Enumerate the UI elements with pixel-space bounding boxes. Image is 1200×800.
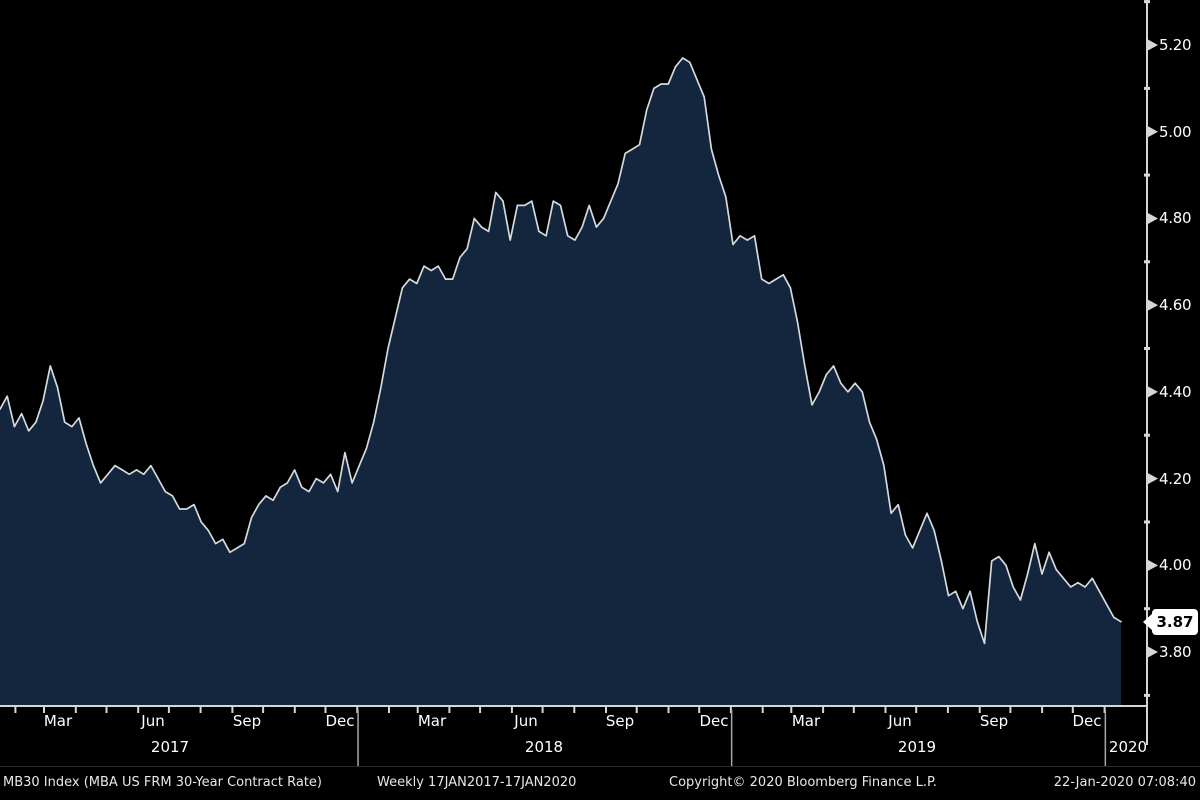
y-axis-tick-label: 4.40 <box>1159 383 1192 401</box>
month-tick <box>293 707 296 713</box>
last-price-pointer-icon <box>1143 613 1153 631</box>
x-axis-month-label: Dec <box>325 712 355 730</box>
y-major-tick-arrow-icon <box>1147 212 1158 225</box>
month-tick <box>324 707 327 713</box>
month-tick <box>541 707 544 713</box>
month-tick <box>946 707 949 713</box>
x-axis-month-label: Jun <box>514 712 538 730</box>
month-tick <box>388 707 390 713</box>
x-axis-month-label: Jun <box>141 712 165 730</box>
x-axis-year-label: 2018 <box>524 738 564 756</box>
month-tick <box>137 707 140 713</box>
y-major-tick-arrow-icon <box>1147 385 1158 398</box>
copyright-notice: Copyright© 2020 Bloomberg Finance L.P. <box>669 775 937 790</box>
x-axis-year-label: 2017 <box>150 738 190 756</box>
month-tick <box>573 707 576 713</box>
y-minor-tick <box>1144 173 1150 177</box>
x-axis-line <box>0 705 1148 707</box>
price-line <box>0 57 1122 645</box>
month-tick <box>43 707 45 713</box>
y-minor-tick <box>1144 607 1150 611</box>
status-bar: MB30 Index (MBA US FRM 30-Year Contract … <box>0 766 1200 800</box>
y-axis-tick-label: 5.00 <box>1159 123 1192 141</box>
month-tick <box>262 707 265 713</box>
x-axis <box>0 705 1148 766</box>
month-tick <box>74 707 77 713</box>
month-tick <box>479 707 482 713</box>
year-separator-line <box>1104 710 1107 766</box>
x-axis-month-label: Mar <box>791 712 821 730</box>
month-tick <box>790 707 793 713</box>
month-tick <box>852 707 855 713</box>
x-axis-year-label: 2019 <box>897 738 937 756</box>
y-minor-tick <box>1144 520 1150 524</box>
month-tick <box>1071 707 1074 713</box>
x-axis-year-label: 2020 <box>1108 738 1148 756</box>
y-axis <box>1144 0 1158 745</box>
month-tick <box>915 707 918 713</box>
y-major-tick-arrow-icon <box>1147 472 1158 485</box>
x-axis-month-label: Dec <box>699 712 729 730</box>
area-fill <box>0 58 1121 706</box>
frequency-range: Weekly 17JAN2017-17JAN2020 <box>377 775 577 790</box>
last-price-badge: 3.87 <box>1143 609 1198 635</box>
y-axis-tick-label: 4.00 <box>1159 556 1192 574</box>
month-tick <box>761 707 764 713</box>
x-axis-month-label: Sep <box>605 712 635 730</box>
month-tick <box>510 707 513 713</box>
y-major-tick-arrow-icon <box>1147 299 1158 312</box>
y-minor-tick <box>1144 347 1150 350</box>
month-tick <box>605 707 607 713</box>
timestamp: 22-Jan-2020 07:08:40 <box>1053 775 1196 790</box>
year-separator-line <box>730 710 733 766</box>
month-tick <box>635 707 638 713</box>
y-axis-tick-label: 5.20 <box>1159 36 1192 54</box>
month-tick <box>416 707 419 713</box>
month-tick <box>105 707 108 713</box>
y-major-tick-arrow-icon <box>1147 646 1158 659</box>
y-axis-line <box>1146 0 1148 745</box>
y-major-tick-arrow-icon <box>1147 559 1158 572</box>
x-axis-month-label: Jun <box>888 712 912 730</box>
x-axis-month-label: Dec <box>1072 712 1102 730</box>
last-price-value: 3.87 <box>1156 613 1194 631</box>
month-tick <box>1009 707 1012 713</box>
y-axis-tick-label: 4.60 <box>1159 296 1192 314</box>
y-minor-tick <box>1144 260 1150 264</box>
x-axis-month-label: Sep <box>979 712 1009 730</box>
y-axis-tick-label: 4.20 <box>1159 470 1192 488</box>
month-tick <box>884 707 887 713</box>
month-tick <box>698 707 701 713</box>
y-minor-tick <box>1144 86 1150 90</box>
month-tick <box>667 707 670 713</box>
month-tick <box>1041 707 1044 713</box>
x-axis-month-label: Sep <box>232 712 262 730</box>
price-area-chart-canvas[interactable] <box>0 0 1200 766</box>
y-major-tick-arrow-icon <box>1147 39 1158 51</box>
security-title: MB30 Index (MBA US FRM 30-Year Contract … <box>3 775 323 790</box>
y-axis-tick-label: 4.80 <box>1159 209 1192 227</box>
chart-region: 5.20 5.00 4.80 4.60 4.40 4.20 4.00 3.80 Mar Jun S… <box>0 0 1200 766</box>
x-axis-month-label: Mar <box>417 712 447 730</box>
month-tick <box>14 707 17 713</box>
month-tick <box>822 707 825 713</box>
y-minor-tick <box>1144 0 1150 4</box>
y-minor-tick <box>1144 693 1150 697</box>
month-tick <box>167 707 170 713</box>
y-axis-tick-label: 3.80 <box>1159 643 1192 661</box>
y-minor-tick <box>1144 433 1150 437</box>
month-tick <box>199 707 202 713</box>
y-major-tick-arrow-icon <box>1147 125 1158 138</box>
year-separator-line <box>357 710 359 766</box>
month-tick <box>231 707 234 713</box>
x-axis-month-label: Mar <box>43 712 73 730</box>
month-tick <box>978 707 981 713</box>
month-tick <box>448 707 451 713</box>
